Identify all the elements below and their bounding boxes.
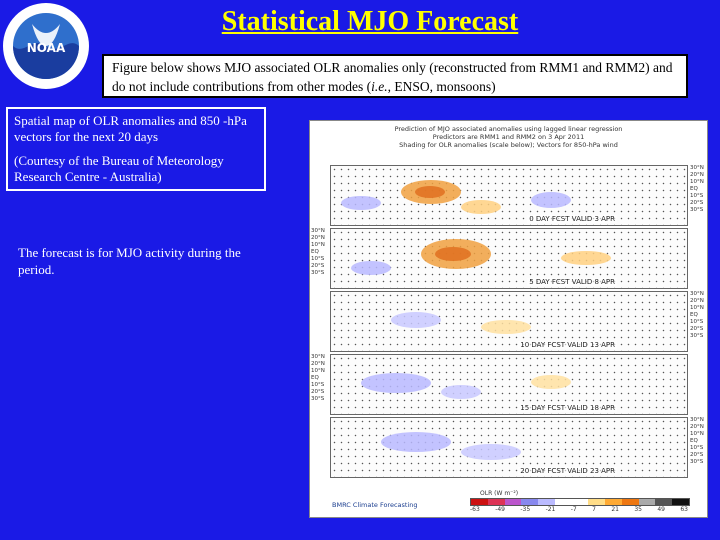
intro-text-part1: Figure below shows MJO associated OLR an… bbox=[112, 60, 673, 94]
panel-label: 20 DAY FCST VALID 23 APR bbox=[518, 467, 617, 475]
colorbar-tick: 21 bbox=[611, 506, 619, 513]
colorbar-swatch bbox=[588, 499, 606, 505]
forecast-panel-20day: 20 DAY FCST VALID 23 APR bbox=[330, 417, 688, 478]
colorbar-swatch bbox=[554, 499, 572, 505]
latitude-labels-right: 30°N 20°N 10°N EQ 10°S 20°S 30°S bbox=[690, 291, 704, 339]
latitude-labels-left: 30°N 20°N 10°N EQ 10°S 20°S 30°S bbox=[311, 228, 325, 276]
page-title: Statistical MJO Forecast bbox=[221, 6, 519, 37]
colorbar-swatch bbox=[538, 499, 555, 505]
latitude-labels-right: 30°N 20°N 10°N EQ 10°S 20°S 30°S bbox=[690, 165, 704, 213]
panel-label: 15 DAY FCST VALID 18 APR bbox=[518, 404, 617, 412]
colorbar-tick: -49 bbox=[495, 506, 505, 513]
colorbar-swatch bbox=[471, 499, 488, 505]
forecast-panel-10day: 10 DAY FCST VALID 13 APR bbox=[330, 291, 688, 352]
forecast-panel-5day: 5 DAY FCST VALID 8 APR bbox=[330, 228, 688, 289]
colorbar-tick: -63 bbox=[470, 506, 480, 513]
map-description-box: Spatial map of OLR anomalies and 850 -hP… bbox=[6, 107, 266, 191]
forecast-panel-15day: 15 DAY FCST VALID 18 APR bbox=[330, 354, 688, 415]
colorbar-swatch bbox=[504, 499, 522, 505]
colorbar-tick: -21 bbox=[545, 506, 556, 513]
noaa-logo-text: NOAA bbox=[27, 41, 66, 55]
colorbar-tick: 63 bbox=[680, 506, 688, 513]
courtesy-note: (Courtesy of the Bureau of Meteorology R… bbox=[14, 153, 224, 184]
colorbar-swatch bbox=[487, 499, 505, 505]
colorbar-tick: 49 bbox=[657, 506, 665, 513]
forecast-map: Prediction of MJO associated anomalies u… bbox=[309, 120, 708, 518]
bmrc-credit: BMRC Climate Forecasting bbox=[332, 501, 418, 509]
map-header-line: Prediction of MJO associated anomalies u… bbox=[394, 125, 623, 133]
colorbar-swatch bbox=[672, 499, 689, 505]
colorbar-tick: -7 bbox=[570, 506, 577, 513]
colorbar-tick: -35 bbox=[520, 506, 531, 513]
map-header: Prediction of MJO associated anomalies u… bbox=[330, 125, 687, 149]
colorbar-ticks: -63 -49 -35 -21 -7 7 21 35 49 63 bbox=[470, 506, 688, 513]
colorbar-swatch bbox=[521, 499, 539, 505]
panel-label: 0 DAY FCST VALID 3 APR bbox=[527, 215, 617, 223]
panel-label: 10 DAY FCST VALID 13 APR bbox=[518, 341, 617, 349]
colorbar-tick: 7 bbox=[592, 506, 596, 513]
intro-box: Figure below shows MJO associated OLR an… bbox=[102, 54, 688, 98]
panel-label: 5 DAY FCST VALID 8 APR bbox=[527, 278, 617, 286]
intro-text-part2: , ENSO, monsoons) bbox=[387, 79, 496, 94]
map-description: Spatial map of OLR anomalies and 850 -hP… bbox=[14, 113, 247, 144]
colorbar-tick: 35 bbox=[634, 506, 642, 513]
colorbar-swatch bbox=[655, 499, 673, 505]
olr-colorbar bbox=[470, 498, 690, 506]
colorbar-swatch bbox=[621, 499, 639, 505]
colorbar-swatch bbox=[571, 499, 589, 505]
forecast-note: The forecast is for MJO activity during … bbox=[18, 245, 241, 277]
latitude-labels-right: 30°N 20°N 10°N EQ 10°S 20°S 30°S bbox=[690, 417, 704, 465]
map-header-line: Predictors are RMM1 and RMM2 on 3 Apr 20… bbox=[432, 133, 585, 141]
noaa-logo: NOAA bbox=[3, 3, 89, 89]
colorbar-swatch bbox=[638, 499, 656, 505]
map-header-line: Shading for OLR anomalies (scale below);… bbox=[399, 141, 618, 149]
forecast-panel-0day: 0 DAY FCST VALID 3 APR bbox=[330, 165, 688, 226]
intro-text-italic: i.e. bbox=[371, 79, 388, 94]
colorbar-swatch bbox=[605, 499, 622, 505]
colorbar-title: OLR (W m⁻²) bbox=[480, 490, 519, 497]
latitude-labels-left: 30°N 20°N 10°N EQ 10°S 20°S 30°S bbox=[311, 354, 325, 402]
